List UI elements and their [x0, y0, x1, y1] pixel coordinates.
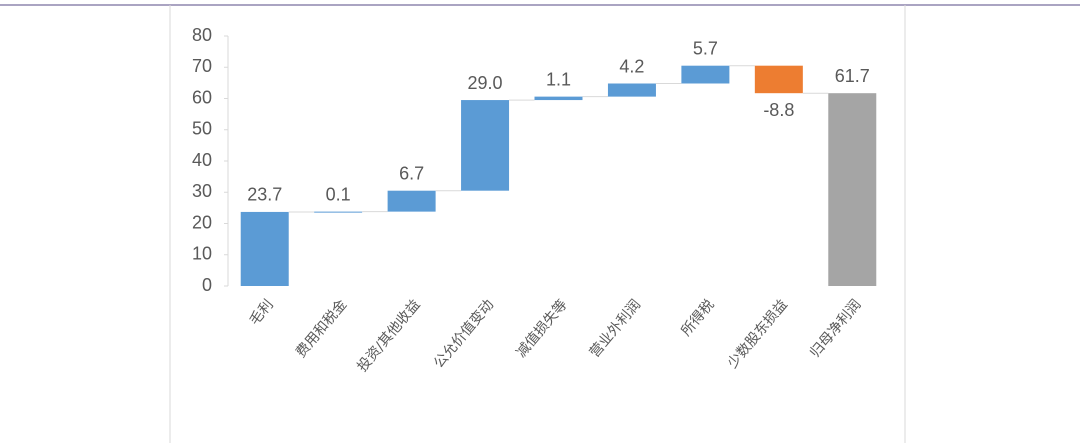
value-label: 1.1 [546, 69, 571, 89]
bar [681, 65, 730, 84]
y-tick-label: 30 [192, 181, 212, 201]
y-tick-label: 60 [192, 87, 212, 107]
value-label: 6.7 [399, 163, 424, 183]
y-tick-label: 10 [192, 244, 212, 264]
bar [314, 211, 363, 213]
value-label: 29.0 [468, 73, 503, 93]
value-label: 0.1 [326, 184, 351, 204]
value-label: -8.8 [763, 100, 794, 120]
x-tick-label: 投资/其他收益 [354, 297, 423, 375]
bar [240, 211, 289, 286]
bar [534, 96, 583, 101]
y-tick-label: 50 [192, 119, 212, 139]
y-tick-label: 70 [192, 56, 212, 76]
bar [754, 65, 803, 94]
bar [607, 83, 656, 97]
value-label: 23.7 [247, 185, 282, 205]
y-tick-label: 40 [192, 150, 212, 170]
value-label: 61.7 [835, 66, 870, 86]
bar [461, 100, 510, 191]
x-tick-label: 公允价值变动 [431, 297, 497, 372]
value-label: 4.2 [619, 56, 644, 76]
y-tick-label: 80 [192, 25, 212, 45]
y-tick-label: 0 [202, 275, 212, 295]
x-tick-label: 营业外利润 [587, 297, 644, 361]
x-tick-label: 所得税 [677, 296, 717, 339]
value-label: 5.7 [693, 38, 718, 58]
x-tick-label: 少数股东损益 [725, 297, 791, 372]
x-tick-label: 费用和税金 [293, 297, 350, 361]
bar [828, 93, 877, 286]
x-tick-label: 毛利 [247, 297, 277, 329]
bar [387, 190, 436, 212]
x-tick-label: 归母净利润 [806, 296, 864, 361]
x-tick-label: 减值损失等 [513, 296, 571, 361]
y-tick-label: 20 [192, 212, 212, 232]
